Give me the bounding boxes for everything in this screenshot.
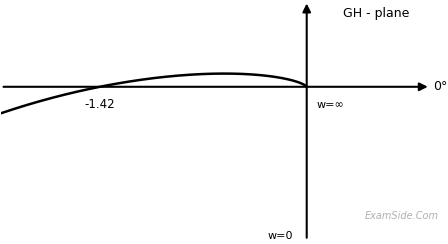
Text: w=0: w=0 [268, 231, 293, 241]
Text: -1.42: -1.42 [85, 98, 115, 111]
Text: w=∞: w=∞ [317, 100, 345, 110]
Text: ExamSide.Com: ExamSide.Com [364, 211, 439, 221]
Text: 0°: 0° [434, 80, 448, 93]
Text: GH - plane: GH - plane [343, 7, 409, 20]
